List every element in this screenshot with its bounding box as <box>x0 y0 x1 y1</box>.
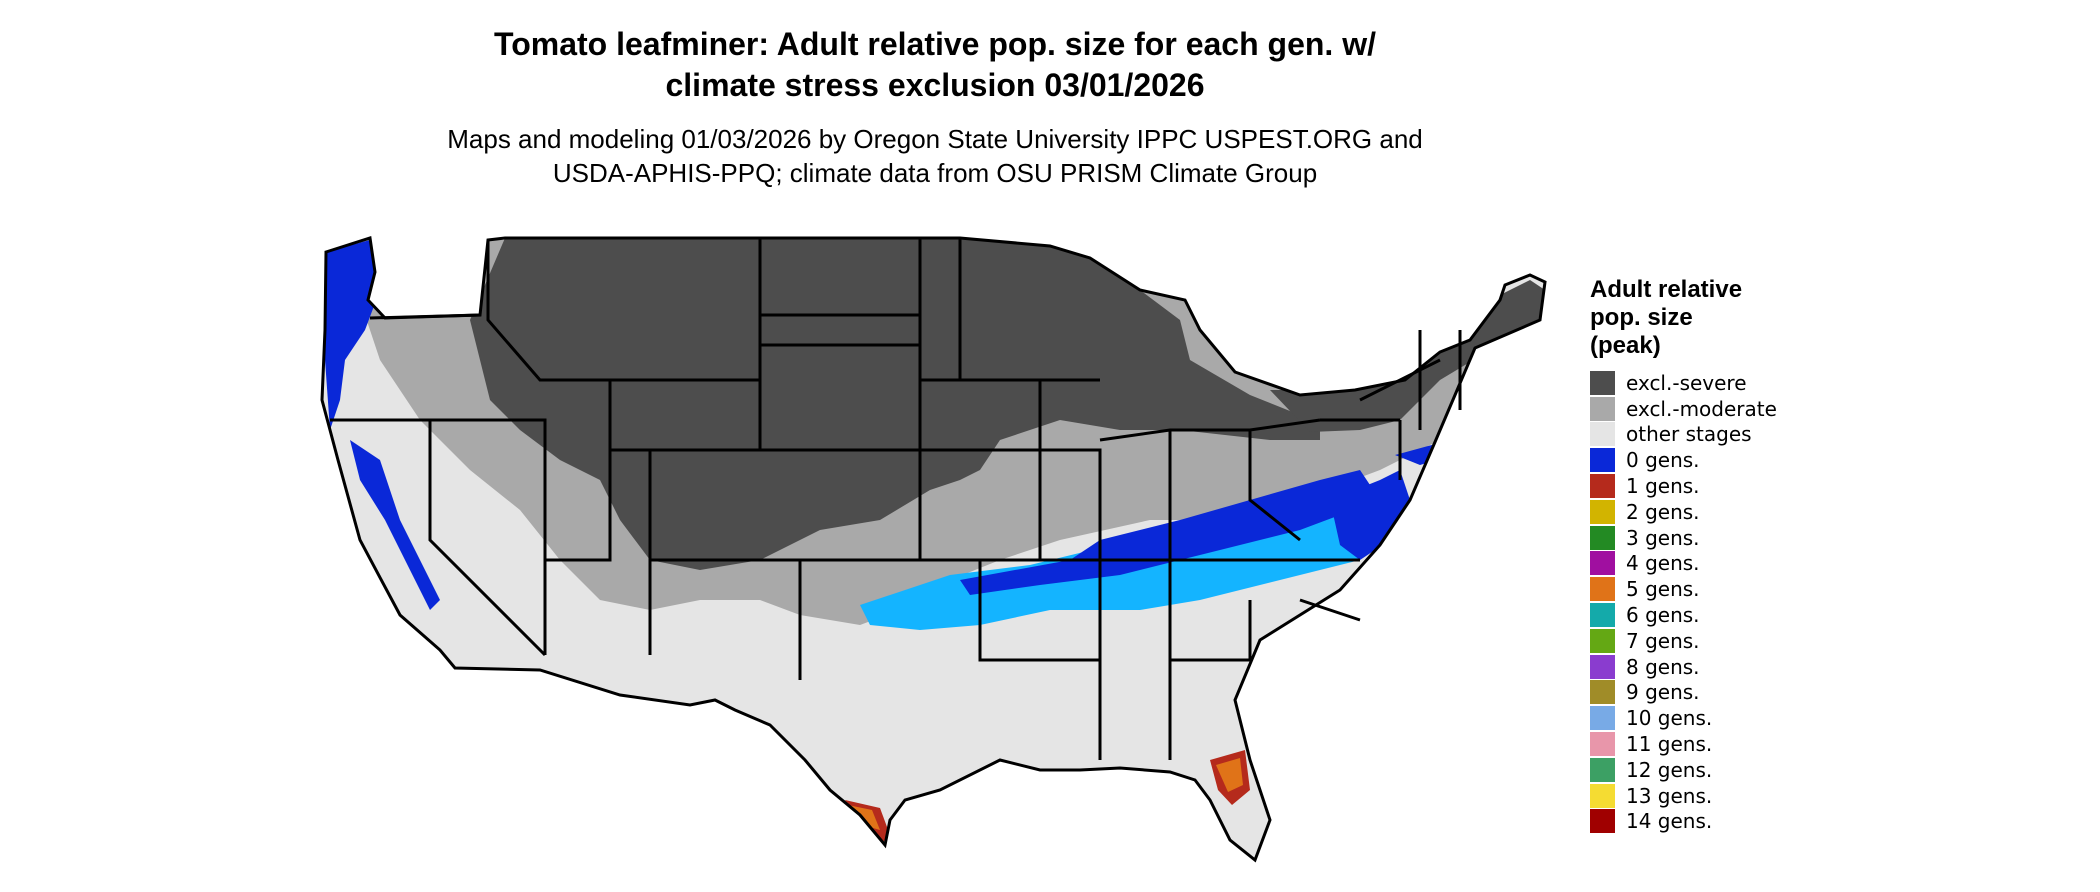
legend-item: 13 gens. <box>1590 783 1890 809</box>
legend-label: 14 gens. <box>1626 809 1713 834</box>
legend-label: 2 gens. <box>1626 499 1700 524</box>
map-title-line2: climate stress exclusion 03/01/2026 <box>665 67 1205 103</box>
legend-label: 8 gens. <box>1626 654 1700 679</box>
legend-item: 12 gens. <box>1590 757 1890 783</box>
legend-title-line2: pop. size <box>1590 304 1693 331</box>
legend-label: 9 gens. <box>1626 680 1700 705</box>
map-title-line1: Tomato leafminer: Adult relative pop. si… <box>494 26 1376 62</box>
state-borders <box>320 236 1547 863</box>
legend-swatch <box>1590 783 1615 808</box>
legend-item: 10 gens. <box>1590 705 1890 731</box>
legend-item: excl.-moderate <box>1590 396 1890 422</box>
legend-label: excl.-moderate <box>1626 396 1777 421</box>
legend-label: 13 gens. <box>1626 783 1713 808</box>
legend-swatch <box>1590 474 1615 499</box>
legend-label: 11 gens. <box>1626 732 1713 757</box>
legend-label: 7 gens. <box>1626 628 1700 653</box>
legend-swatch <box>1590 628 1615 653</box>
legend-swatch <box>1590 706 1615 731</box>
legend-label: 4 gens. <box>1626 551 1700 576</box>
legend-label: 12 gens. <box>1626 757 1713 782</box>
legend-label: 5 gens. <box>1626 577 1700 602</box>
legend-swatch <box>1590 757 1615 782</box>
map-subtitle-line1: Maps and modeling 01/03/2026 by Oregon S… <box>447 124 1423 154</box>
us-outline <box>320 236 1547 863</box>
legend-swatch <box>1590 603 1615 628</box>
zone-gen0-westcoast <box>325 240 380 430</box>
legend-swatch <box>1590 732 1615 757</box>
legend-label: 1 gens. <box>1626 474 1700 499</box>
legend-label: other stages <box>1626 422 1752 447</box>
legend-item: 8 gens. <box>1590 654 1890 680</box>
legend-item: 14 gens. <box>1590 809 1890 835</box>
legend-label: 6 gens. <box>1626 603 1700 628</box>
legend-item: excl.-severe <box>1590 370 1890 396</box>
legend-item: 7 gens. <box>1590 628 1890 654</box>
border-lines-central <box>760 238 1102 760</box>
legend-label: 3 gens. <box>1626 525 1700 550</box>
legend-item: 1 gens. <box>1590 473 1890 499</box>
legend-item: 0 gens. <box>1590 447 1890 473</box>
zone-gens-florida-orange <box>1216 758 1243 792</box>
legend-item: 5 gens. <box>1590 576 1890 602</box>
legend-label: excl.-severe <box>1626 370 1747 395</box>
legend-swatch <box>1590 680 1615 705</box>
legend-swatch <box>1590 396 1615 421</box>
legend-swatch <box>1590 525 1615 550</box>
border-lines-east <box>1099 330 1462 760</box>
map-title: Tomato leafminer: Adult relative pop. si… <box>360 24 1510 106</box>
legend-item: 2 gens. <box>1590 499 1890 525</box>
legend-item: 6 gens. <box>1590 602 1890 628</box>
legend-label: 0 gens. <box>1626 448 1700 473</box>
zone-excl-severe-northeast <box>1270 280 1545 432</box>
legend-item: 3 gens. <box>1590 525 1890 551</box>
legend-title-line1: Adult relative <box>1590 276 1743 303</box>
legend-swatch <box>1590 809 1615 834</box>
map-subtitle-line2: USDA-APHIS-PPQ; climate data from OSU PR… <box>552 158 1318 188</box>
legend-item: 4 gens. <box>1590 551 1890 577</box>
legend-item: 11 gens. <box>1590 731 1890 757</box>
zone-excl-severe <box>470 238 1320 570</box>
legend-swatch <box>1590 370 1615 395</box>
legend-title-line3: (peak) <box>1590 332 1661 359</box>
legend: Adult relative pop. size (peak) excl.-se… <box>1590 276 1890 834</box>
legend-item: other stages <box>1590 422 1890 448</box>
legend-swatch <box>1590 551 1615 576</box>
zone-gen0-california <box>350 440 440 610</box>
map-subtitle: Maps and modeling 01/03/2026 by Oregon S… <box>360 122 1510 190</box>
legend-swatch <box>1590 448 1615 473</box>
legend-title: Adult relative pop. size (peak) <box>1590 276 1890 360</box>
legend-swatch <box>1590 499 1615 524</box>
legend-swatch <box>1590 654 1615 679</box>
legend-swatch <box>1590 577 1615 602</box>
legend-item: 9 gens. <box>1590 680 1890 706</box>
legend-label: 10 gens. <box>1626 706 1713 731</box>
legend-items: excl.-severe excl.-moderate other stages 0 … <box>1590 370 1890 834</box>
legend-swatch <box>1590 422 1615 447</box>
